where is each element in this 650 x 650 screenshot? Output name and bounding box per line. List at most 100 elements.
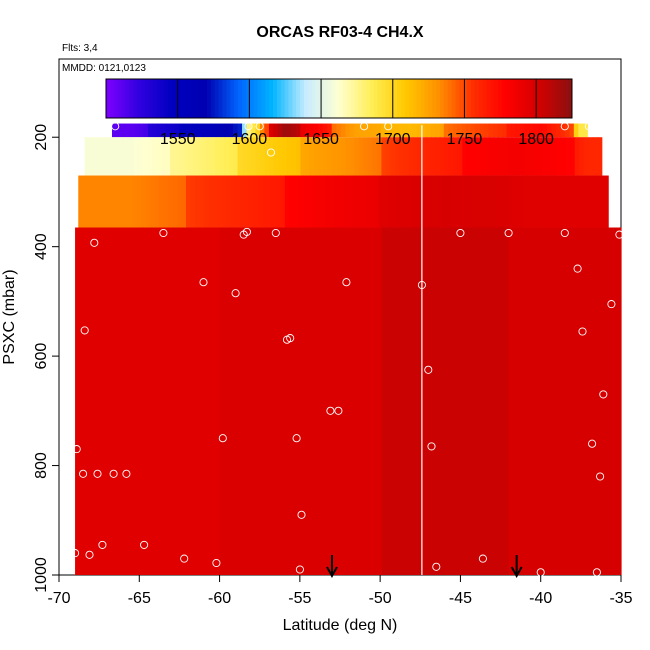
colorbar-cell <box>144 79 150 118</box>
heatmap-cell <box>152 137 158 176</box>
heatmap-cell <box>159 175 165 228</box>
heatmap-cell <box>425 123 431 138</box>
heatmap-cell <box>228 137 234 176</box>
heatmap-cell <box>224 123 230 138</box>
heatmap-cell <box>573 123 579 138</box>
heatmap-cell <box>329 175 335 228</box>
heatmap-cell <box>499 227 505 575</box>
heatmap-cell <box>495 175 501 228</box>
heatmap-cell <box>428 175 434 228</box>
colorbar-cell <box>556 79 561 118</box>
heatmap-cell <box>466 137 472 176</box>
heatmap-cell <box>336 123 342 138</box>
heatmap-cell <box>358 123 364 138</box>
heatmap-cell <box>242 137 248 176</box>
heatmap-cell <box>548 227 554 575</box>
heatmap-cell <box>264 227 270 575</box>
heatmap-cell <box>489 137 495 176</box>
heatmap-cell <box>502 137 508 176</box>
observation-point <box>478 554 487 563</box>
heatmap-cell <box>129 123 135 138</box>
heatmap-cell <box>430 137 436 176</box>
heatmap-cell <box>556 137 562 176</box>
heatmap-cell <box>412 123 418 138</box>
heatmap-cell <box>320 175 326 228</box>
observation-point <box>584 122 593 131</box>
colorbar-cell <box>218 79 223 118</box>
heatmap-cell <box>190 175 196 228</box>
heatmap-cell <box>347 175 353 228</box>
colorbar-cell <box>125 79 130 118</box>
heatmap-cell <box>93 227 99 575</box>
heatmap-cell <box>266 175 272 228</box>
heatmap-cell <box>361 175 367 228</box>
colorbar-cell <box>471 79 476 118</box>
colorbar-cell <box>405 79 410 118</box>
observation-point <box>326 406 335 415</box>
colorbar-cell <box>428 79 433 118</box>
heatmap-cell <box>291 137 297 176</box>
heatmap-cell <box>359 227 365 575</box>
heatmap-cell <box>431 227 437 575</box>
heatmap-cell <box>242 123 248 138</box>
heatmap-cell <box>275 175 281 228</box>
heatmap-cell <box>574 137 580 176</box>
heatmap-cell <box>558 175 564 228</box>
colorbar-cell <box>152 79 157 118</box>
colorbar-cell <box>199 79 204 118</box>
colorbar-cell <box>269 79 274 118</box>
heatmap-cell <box>513 175 519 228</box>
heatmap-cell <box>389 123 396 138</box>
heatmap-cell <box>154 175 160 228</box>
heatmap-cell <box>552 137 558 176</box>
heatmap-cell <box>537 123 544 138</box>
heatmap-cell <box>477 175 484 228</box>
heatmap-cell <box>84 137 90 176</box>
heatmap-cell <box>526 227 532 575</box>
heatmap-cell <box>343 175 349 228</box>
heatmap-cell <box>341 227 347 575</box>
heatmap-cell <box>129 137 135 176</box>
heatmap-cell <box>376 137 383 176</box>
heatmap-cell <box>444 137 450 176</box>
heatmap-cell <box>403 123 409 138</box>
colorbar-cell <box>389 79 394 118</box>
colorbar-cell <box>214 79 220 118</box>
heatmap-cell <box>500 175 506 228</box>
heatmap-cell <box>398 123 405 138</box>
heatmap-cell <box>370 175 376 228</box>
heatmap-cell <box>183 137 189 176</box>
colorbar-cell <box>335 79 340 118</box>
observation-point <box>432 562 441 571</box>
heatmap-cell <box>197 137 203 176</box>
colorbar-cell <box>106 79 111 118</box>
colorbar-cell <box>509 79 515 118</box>
heatmap-cell <box>205 227 212 575</box>
heatmap-cell <box>390 227 396 575</box>
heatmap-cell <box>111 227 117 575</box>
heatmap-cell <box>598 227 604 575</box>
heatmap-cell <box>125 123 131 138</box>
heatmap-cell <box>511 123 517 138</box>
heatmap-cell <box>349 123 355 138</box>
colorbar-cell <box>203 79 208 118</box>
heatmap-cell <box>354 137 360 176</box>
heatmap-cell <box>138 123 144 138</box>
heatmap-cell <box>379 175 385 228</box>
heatmap-cell <box>399 227 406 575</box>
observation-point <box>615 230 624 239</box>
heatmap-cell <box>453 137 459 176</box>
heatmap-cell <box>485 227 491 575</box>
heatmap-cell <box>576 175 582 228</box>
heatmap-cell <box>433 175 439 228</box>
heatmap-cell <box>437 175 443 228</box>
heatmap-cell <box>204 175 210 228</box>
colorbar-cell <box>401 79 406 118</box>
heatmap-cell <box>313 137 320 176</box>
heatmap-cell <box>493 123 499 138</box>
heatmap-cell <box>349 137 356 176</box>
heatmap-cell <box>250 123 257 138</box>
heatmap-cell <box>408 227 415 575</box>
colorbar-cell <box>486 79 491 118</box>
heatmap-cell <box>302 175 308 228</box>
